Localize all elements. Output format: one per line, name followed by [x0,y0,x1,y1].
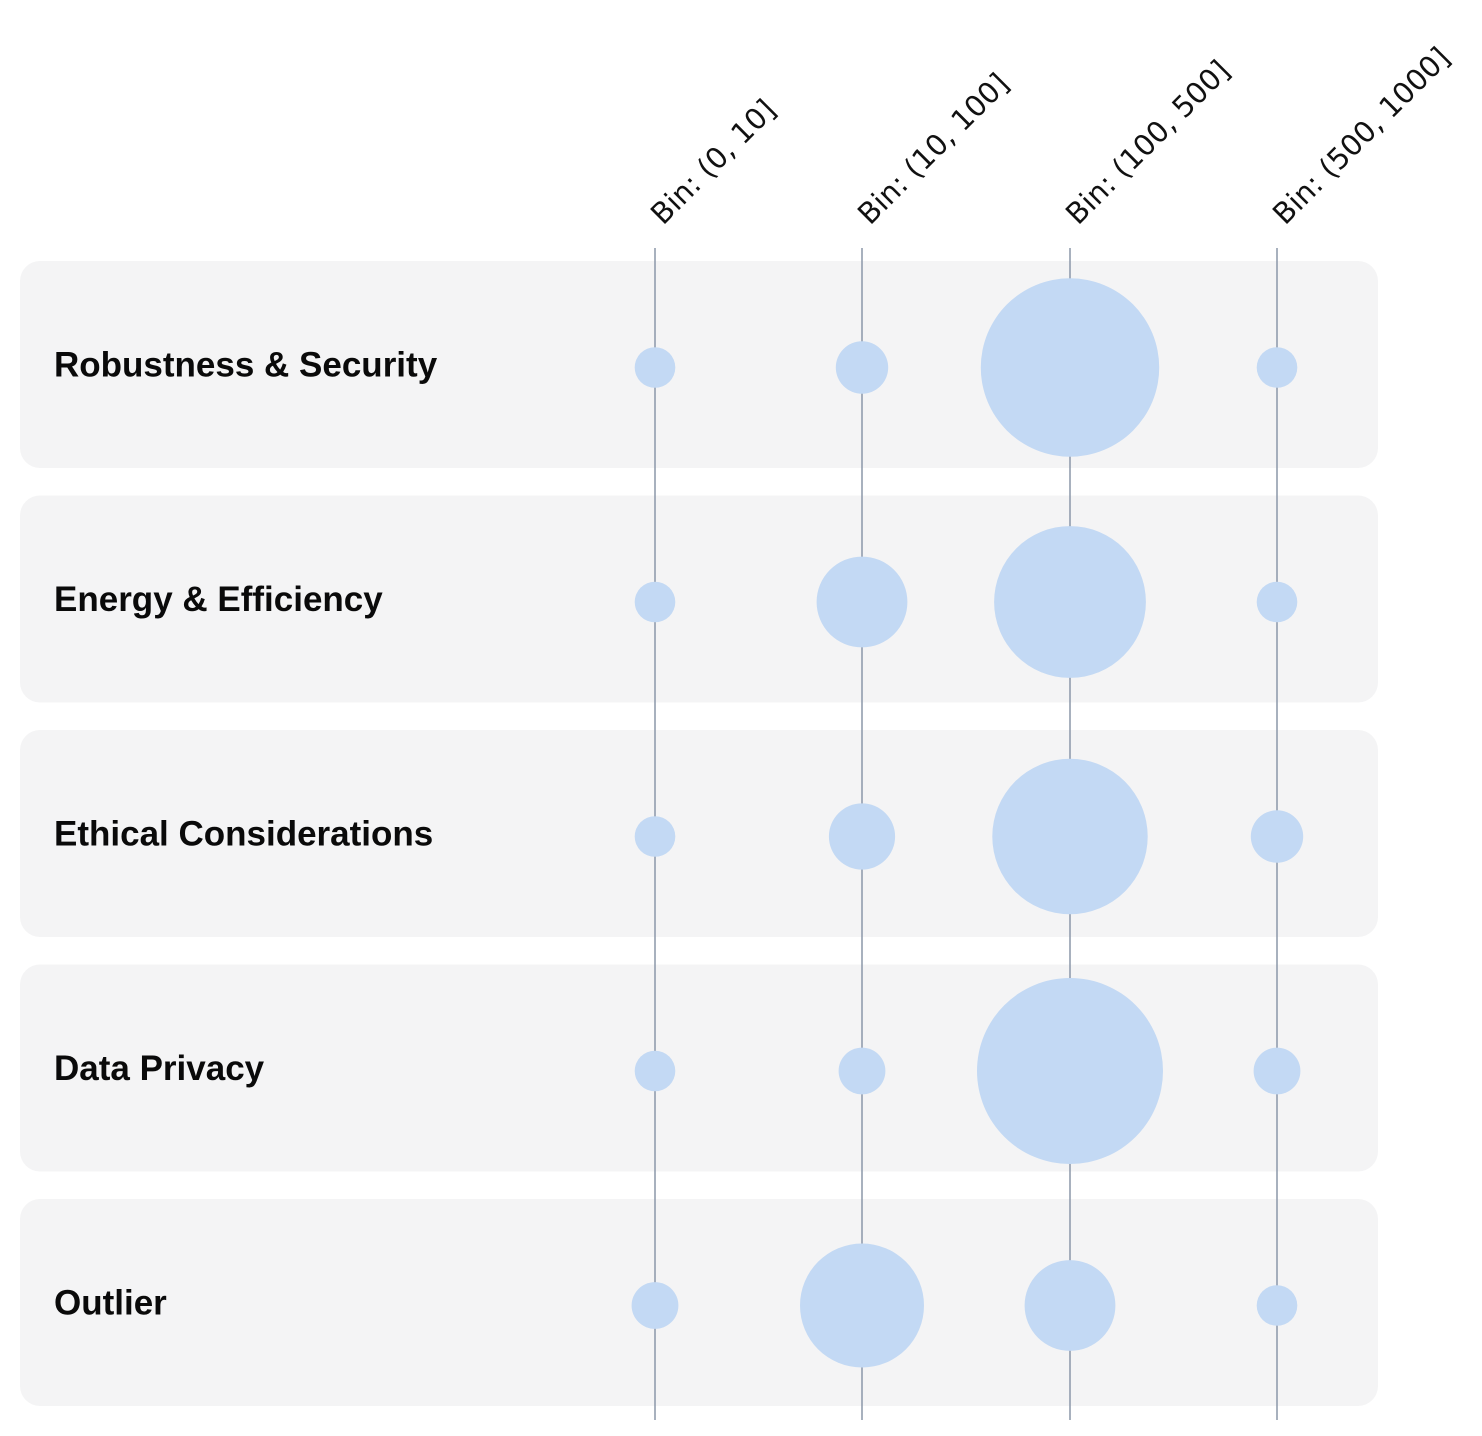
bubble-outlier-col-1[interactable] [631,1282,679,1329]
bubble-outlier-col-4[interactable] [1256,1285,1298,1326]
bubble-energy-efficiency-col-3[interactable] [994,526,1146,678]
bubble-data-privacy-col-1[interactable] [634,1050,676,1092]
row-labels: Robustness & Security Energy & Efficiency… [54,346,438,1323]
column-label-bin-10-100: Bin: (10, 100] [851,66,1016,231]
bubble-robustness-security-col-1[interactable] [634,347,676,388]
row-label-ethical-considerations: Ethical Considerations [54,815,433,854]
column-label-bin-500-1000: Bin: (500, 1000] [1266,40,1457,231]
bubble-robustness-security-col-2[interactable] [835,341,889,394]
bubble-robustness-security-col-4[interactable] [1256,347,1298,388]
row-label-robustness-security: Robustness & Security [54,346,438,385]
row-background-outlier [20,1199,1378,1406]
row-label-outlier: Outlier [54,1284,167,1323]
row-label-data-privacy: Data Privacy [54,1049,265,1088]
bubble-data-privacy-col-3[interactable] [977,978,1163,1164]
row-label-energy-efficiency: Energy & Efficiency [54,580,383,619]
bubble-ethical-considerations-col-3[interactable] [992,758,1148,915]
column-label-bin-100-500: Bin: (100, 500] [1059,53,1237,231]
bubble-energy-efficiency-col-1[interactable] [634,581,676,623]
bubble-ethical-considerations-col-4[interactable] [1250,810,1304,863]
bubble-data-privacy-col-2[interactable] [838,1047,886,1095]
column-label-bin-0-10: Bin: (0, 10] [644,93,782,231]
bubble-outlier-col-3[interactable] [1024,1260,1116,1351]
bubble-ethical-considerations-col-1[interactable] [634,816,676,857]
bubble-energy-efficiency-col-2[interactable] [816,556,908,648]
bubble-robustness-security-col-3[interactable] [980,278,1160,457]
bubble-ethical-considerations-col-2[interactable] [828,803,896,870]
column-labels: Bin: (0, 10] Bin: (10, 100] Bin: (100, 500… [644,40,1457,231]
bubble-energy-efficiency-col-4[interactable] [1256,581,1298,623]
bubble-data-privacy-col-4[interactable] [1253,1047,1301,1095]
bubbles [631,278,1304,1368]
bubble-outlier-col-2[interactable] [800,1243,924,1368]
